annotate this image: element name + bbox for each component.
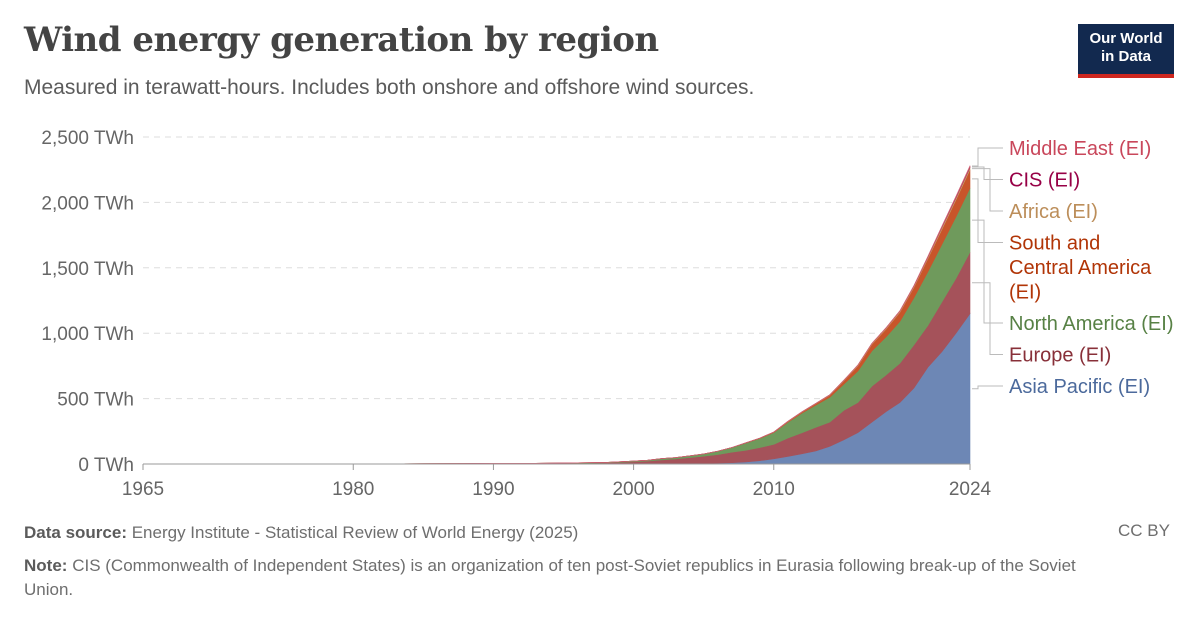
legend-label[interactable]: Africa (EI) — [1009, 201, 1098, 223]
legend-connector — [972, 282, 1003, 355]
legend-connector — [972, 166, 1003, 180]
y-tick-label: 2,500 TWh — [41, 128, 134, 149]
legend-connector — [972, 168, 1003, 212]
area-series-6[interactable] — [143, 165, 971, 465]
legend-label[interactable]: (EI) — [1009, 282, 1041, 304]
legend-label[interactable]: Europe (EI) — [1009, 345, 1111, 367]
note-label: Note: — [24, 556, 68, 575]
note-text: CIS (Commonwealth of Independent States)… — [24, 556, 1076, 599]
area-series-group — [143, 165, 971, 465]
x-tick-label: 2024 — [949, 479, 992, 500]
legend-label[interactable]: South and — [1009, 233, 1100, 255]
legend-connector — [972, 219, 1003, 324]
legend-connector — [972, 385, 1003, 390]
data-source-label: Data source: — [24, 523, 127, 542]
data-source: Data source: Energy Institute - Statisti… — [24, 521, 578, 545]
grid-lines — [143, 136, 970, 400]
legend-connector — [972, 147, 1003, 167]
legend-label[interactable]: Central America — [1009, 257, 1152, 279]
y-tick-label: 1,500 TWh — [41, 259, 134, 280]
footnote: Note: CIS (Commonwealth of Independent S… — [24, 554, 1104, 602]
y-tick-label: 500 TWh — [57, 390, 134, 411]
chart-subtitle: Measured in terawatt-hours. Includes bot… — [24, 76, 755, 99]
legend-label[interactable]: Middle East (EI) — [1009, 138, 1151, 160]
x-tick-label: 1980 — [332, 479, 374, 500]
y-tick-label: 1,000 TWh — [41, 324, 134, 345]
legend-connector — [972, 178, 1003, 243]
y-tick-label: 2,000 TWh — [41, 193, 134, 214]
logo-line-2: in Data — [1100, 48, 1151, 65]
x-tick-label: 2010 — [753, 479, 795, 500]
legend-label[interactable]: North America (EI) — [1009, 313, 1173, 335]
x-tick-label: 1990 — [472, 479, 514, 500]
chart-title: Wind energy generation by region — [24, 20, 659, 60]
x-tick-label: 2000 — [612, 479, 654, 500]
owid-logo[interactable]: Our World in Data — [1078, 24, 1174, 78]
axes: 0 TWh 500 TWh 1,000 TWh 1,500 TWh 2,000 TWh 2… — [41, 128, 991, 500]
data-source-text[interactable]: Energy Institute - Statistical Review of… — [131, 523, 579, 542]
license[interactable]: CC BY — [1118, 521, 1170, 540]
area-series-1[interactable] — [143, 251, 971, 465]
legend: Middle East (EI) CIS (EI) Africa (EI) South… — [972, 138, 1173, 398]
legend-label[interactable]: CIS (EI) — [1009, 170, 1080, 192]
x-tick-label: 1965 — [122, 479, 164, 500]
logo-line-1: Our World — [1089, 30, 1163, 47]
legend-label[interactable]: Asia Pacific (EI) — [1009, 376, 1150, 398]
y-tick-label: 0 TWh — [78, 455, 134, 476]
